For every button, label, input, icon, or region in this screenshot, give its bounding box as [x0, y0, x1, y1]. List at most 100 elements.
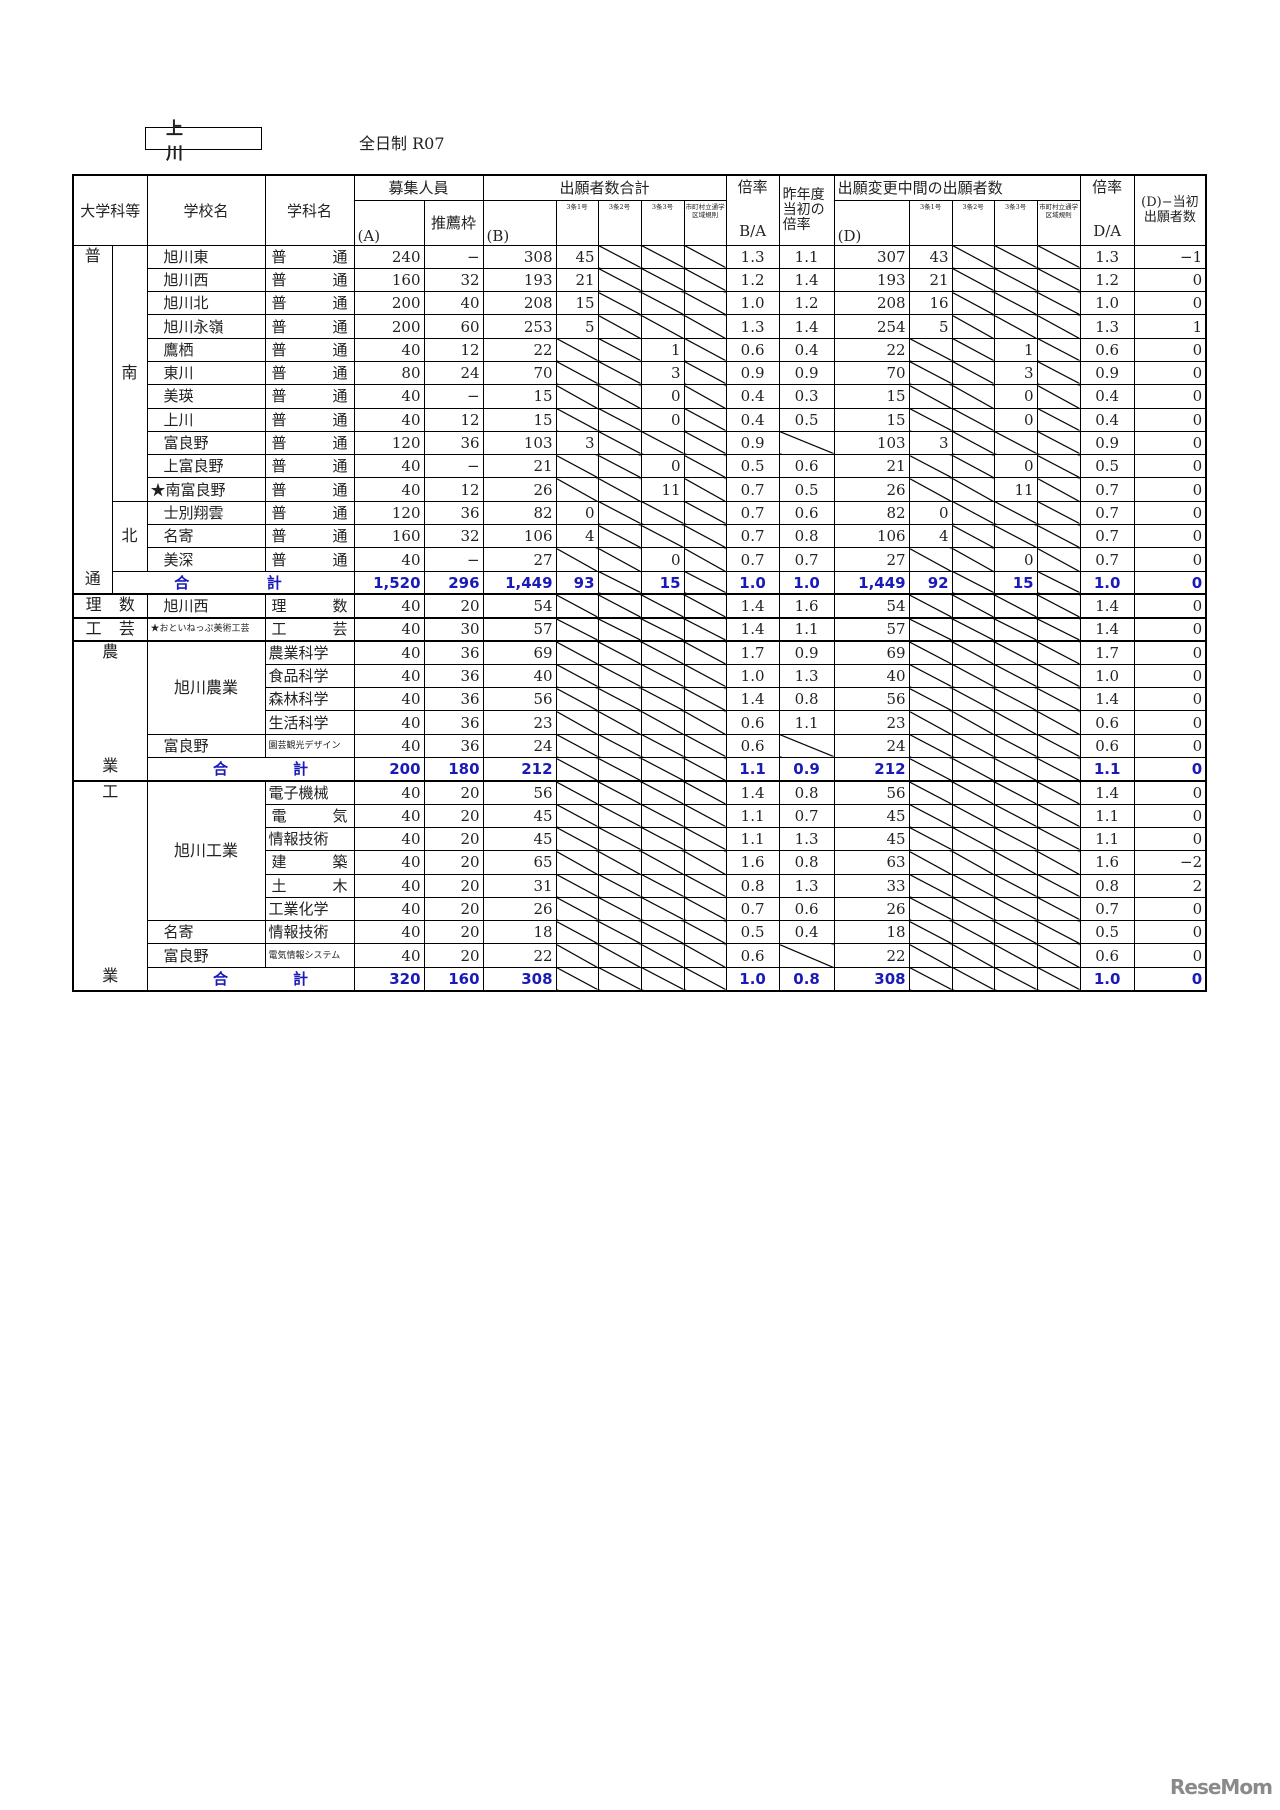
d-art3-2-cell [951, 430, 995, 456]
table-row: 東川 普通 80 24 70 3 0.9 0.9 70 3 0.9 0 [73, 360, 1207, 386]
prev-ratio-cell: 0.6 [778, 500, 835, 526]
d-art3-1-cell [908, 873, 953, 898]
dept-name-cell: 農業科学 [264, 640, 355, 665]
d-art3-1-cell [908, 547, 953, 572]
applicants-cell: 193 [482, 267, 557, 293]
b-art3-1-cell [555, 593, 599, 619]
b-art3-1-cell: 21 [555, 267, 599, 293]
diff-cell: 0 [1133, 291, 1207, 316]
b-municipal-cell [683, 966, 727, 992]
dept-name-cell: 普通 [264, 360, 355, 386]
ratio-da-cell: 0.7 [1079, 524, 1135, 549]
prev-ratio-cell: 0.6 [778, 896, 835, 922]
b-art3-3-cell [640, 524, 685, 549]
prev-ratio-cell: 0.8 [778, 779, 835, 805]
capacity-cell: 40 [353, 943, 425, 968]
header-recommend: 推薦枠 [423, 199, 484, 246]
applicants-cell: 70 [482, 360, 557, 386]
d-municipal-cell [1036, 244, 1081, 269]
ratio-ba-cell: 1.7 [725, 640, 780, 665]
d-municipal-cell [1036, 943, 1081, 968]
prev-ratio-cell: 1.6 [778, 593, 835, 619]
table-row: 上川 普通 40 12 15 0 0.4 0.5 15 0 0.4 0 [73, 407, 1207, 432]
b-art3-2-cell [597, 384, 642, 409]
header-ratio-ba: 倍率 B/A [725, 174, 780, 246]
b-art3-2-cell [597, 524, 642, 549]
ratio-ba-cell: 0.6 [725, 337, 780, 362]
capacity-cell: 120 [353, 430, 425, 456]
d-art3-3-cell [993, 733, 1038, 759]
interim-cell: 22 [833, 337, 910, 362]
recommend-cell: 160 [423, 966, 484, 992]
d-art3-1-cell: 92 [908, 570, 953, 595]
d-art3-1-cell: 21 [908, 267, 953, 293]
dept-name-cell: 普通 [264, 314, 355, 339]
d-art3-3-cell [993, 826, 1038, 852]
b-municipal-cell [683, 896, 727, 922]
table-row: 富良野 園芸観光デザイン 40 36 24 0.6 24 0.6 0 [73, 733, 1207, 759]
applicant-count-table: 大学科等 学校名 学科名 募集人員 出願者数合計 倍率 B/A 昨年度当初の倍率 … [72, 174, 1208, 992]
dept-name-cell: 普通 [264, 267, 355, 293]
d-art3-3-cell: 0 [993, 547, 1038, 572]
prev-ratio-cell [778, 430, 835, 456]
schedule-type-label: 全日制 R07 [359, 134, 445, 153]
d-art3-3-cell: 0 [993, 454, 1038, 479]
b-art3-3-cell: 0 [640, 454, 685, 479]
header-d-art3-3: 3条3号 [993, 199, 1038, 246]
capacity-cell: 40 [353, 896, 425, 922]
d-art3-3-cell [993, 430, 1038, 456]
total-label-cell: 合計 [146, 757, 355, 782]
header-b-municipal: 市町村立通学区域規則 [683, 199, 727, 246]
applicants-cell: 24 [482, 733, 557, 759]
d-art3-1-cell: 43 [908, 244, 953, 269]
b-art3-2-cell [597, 687, 642, 712]
school-name-cell: 名寄 [146, 524, 266, 549]
ratio-da-cell: 1.0 [1079, 570, 1135, 595]
d-municipal-cell [1036, 640, 1081, 665]
diff-cell: 2 [1133, 873, 1207, 898]
applicants-cell: 208 [482, 291, 557, 316]
d-art3-1-cell [908, 384, 953, 409]
capacity-cell: 40 [353, 873, 425, 898]
dept-name-cell: 普通 [264, 337, 355, 362]
b-art3-3-cell [640, 314, 685, 339]
school-name-cell: 旭川農業 [146, 640, 266, 735]
ratio-ba-cell: 1.0 [725, 663, 780, 689]
b-art3-1-cell [555, 920, 599, 945]
ratio-da-cell: 1.0 [1079, 663, 1135, 689]
dept-name-cell: 工業化学 [264, 896, 355, 922]
capacity-cell: 40 [353, 850, 425, 875]
total-row: 合計 200 180 212 1.1 0.9 212 1.1 0 [73, 757, 1207, 782]
subregion-cell: 南 [111, 244, 148, 502]
diff-cell: 0 [1133, 966, 1207, 992]
total-row: 合計 1,520 296 1,449 93 15 1.0 1.0 1,449 92 15 1.0 0 [73, 570, 1207, 595]
ratio-ba-cell: 0.7 [725, 477, 780, 502]
table-row: 名寄 情報技術 40 20 18 0.5 0.4 18 0.5 0 [73, 920, 1207, 945]
ratio-da-cell: 0.6 [1079, 337, 1135, 362]
d-art3-3-cell: 1 [993, 337, 1038, 362]
d-art3-3-cell [993, 873, 1038, 898]
b-municipal-cell [683, 430, 727, 456]
ratio-ba-cell: 0.4 [725, 384, 780, 409]
prev-ratio-cell: 0.5 [778, 477, 835, 502]
ratio-ba-cell: 0.7 [725, 500, 780, 526]
ratio-ba-cell: 0.6 [725, 710, 780, 735]
b-municipal-cell [683, 803, 727, 828]
d-art3-1-cell [908, 337, 953, 362]
b-art3-2-cell [597, 757, 642, 782]
b-municipal-cell [683, 920, 727, 945]
ratio-ba-label: B/A [739, 222, 767, 240]
ratio-ba-cell: 0.6 [725, 733, 780, 759]
d-art3-2-cell [951, 943, 995, 968]
b-municipal-cell [683, 570, 727, 595]
school-name-cell: 旭川西 [146, 593, 266, 619]
diff-cell: 0 [1133, 757, 1207, 782]
prev-ratio-cell: 0.5 [778, 407, 835, 432]
b-art3-2-cell [597, 710, 642, 735]
b-art3-3-cell [640, 291, 685, 316]
category-char: 芸 [118, 618, 135, 638]
recommend-cell: 20 [423, 920, 484, 945]
d-art3-2-cell [951, 524, 995, 549]
interim-cell: 45 [833, 803, 910, 828]
table-row: 北士別翔雲 普通 120 36 82 0 0.7 0.6 82 0 0.7 0 [73, 500, 1207, 572]
